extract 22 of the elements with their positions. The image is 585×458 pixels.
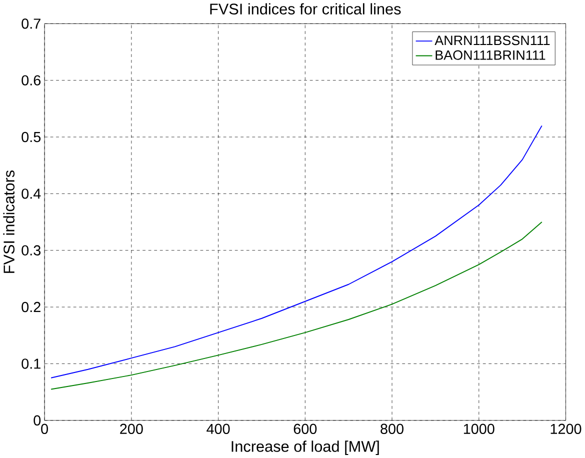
line-series bbox=[50, 125, 542, 378]
y-tick-label: 0.6 bbox=[22, 75, 41, 86]
y-axis-title: FVSI indicators bbox=[3, 170, 15, 273]
y-tick-label: 0.5 bbox=[22, 132, 41, 142]
x-tick-label: 1200 bbox=[550, 424, 582, 434]
y-tick-label: 0.7 bbox=[22, 18, 40, 29]
y-tick-label: 0.1 bbox=[22, 358, 40, 369]
chart-title: FVSI indices for critical lines bbox=[210, 3, 401, 14]
x-tick-label: 600 bbox=[294, 424, 317, 434]
y-tick-label: 0.3 bbox=[22, 245, 41, 256]
y-tick-label: 0 bbox=[34, 415, 41, 426]
x-tick-label: 800 bbox=[380, 424, 404, 434]
legend-label: ANRN111BSSN111 bbox=[434, 36, 550, 46]
x-tick-label: 200 bbox=[120, 424, 143, 434]
x-tick-label: 0 bbox=[41, 424, 48, 434]
y-tick-label: 0.2 bbox=[22, 302, 40, 312]
x-tick-label: 1000 bbox=[464, 424, 494, 434]
y-tick-label: 0.4 bbox=[22, 188, 41, 199]
x-axis-title: Increase of load [MW] bbox=[232, 440, 379, 455]
line-series bbox=[50, 221, 542, 390]
x-tick-label: 400 bbox=[206, 424, 230, 434]
legend-label: BAON111BRIN111 bbox=[436, 50, 546, 60]
